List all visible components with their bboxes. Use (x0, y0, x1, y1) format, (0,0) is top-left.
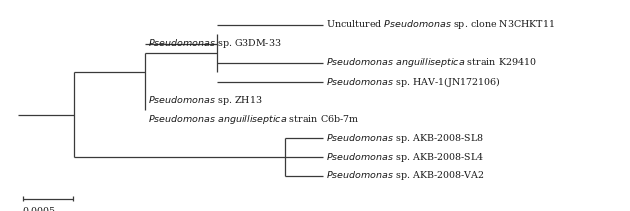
Text: $\it{Pseudomonas}$ $\it{anguilliseptica}$ strain C6b-7m: $\it{Pseudomonas}$ $\it{anguilliseptica}… (149, 113, 360, 126)
Text: $\it{Pseudomonas}$ sp. HAV-1(JN172106): $\it{Pseudomonas}$ sp. HAV-1(JN172106) (326, 75, 501, 89)
Text: $\it{Pseudomonas}$ sp. AKB-2008-VA2: $\it{Pseudomonas}$ sp. AKB-2008-VA2 (326, 169, 484, 183)
Text: $\it{Pseudomonas}$ sp. AKB-2008-SL8: $\it{Pseudomonas}$ sp. AKB-2008-SL8 (326, 132, 484, 145)
Text: $\it{Pseudomonas}$ $\it{anguilliseptica}$ strain K29410: $\it{Pseudomonas}$ $\it{anguilliseptica}… (326, 56, 537, 69)
Text: $\it{Pseudomonas}$ sp. AKB-2008-SL4: $\it{Pseudomonas}$ sp. AKB-2008-SL4 (326, 151, 484, 164)
Text: $\it{Pseudomonas}$ sp. G3DM-33: $\it{Pseudomonas}$ sp. G3DM-33 (149, 37, 282, 50)
Text: Uncultured $\it{Pseudomonas}$ sp. clone N3CHKT11: Uncultured $\it{Pseudomonas}$ sp. clone … (326, 18, 555, 31)
Text: 0.0005: 0.0005 (23, 207, 56, 211)
Text: $\it{Pseudomonas}$ sp. ZH13: $\it{Pseudomonas}$ sp. ZH13 (149, 94, 263, 107)
